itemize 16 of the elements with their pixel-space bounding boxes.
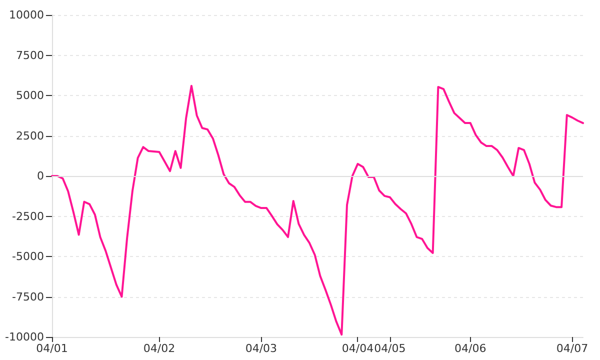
x-tick-label: 04/02: [143, 342, 176, 355]
y-tick-label: 2500: [16, 129, 44, 142]
y-tick-label: -5000: [12, 250, 44, 263]
x-tick-label: 04/06: [454, 342, 486, 355]
x-tick-label: 04/01: [36, 342, 68, 355]
y-tick-label: 10000: [9, 8, 44, 22]
x-tick-label: 04/04: [342, 342, 374, 355]
y-tick-label: 5000: [16, 89, 44, 102]
y-tick-label: 0: [37, 170, 44, 182]
y-tick-label: -2500: [12, 210, 44, 223]
x-tick-label: 04/05: [374, 342, 406, 355]
x-tick-label: 04/03: [245, 342, 278, 355]
y-tick-label: 7500: [16, 48, 44, 62]
y-tick-label: -7500: [12, 290, 44, 304]
y-tick-label: -10000: [5, 330, 44, 344]
x-tick-label: 04/07: [556, 342, 588, 355]
